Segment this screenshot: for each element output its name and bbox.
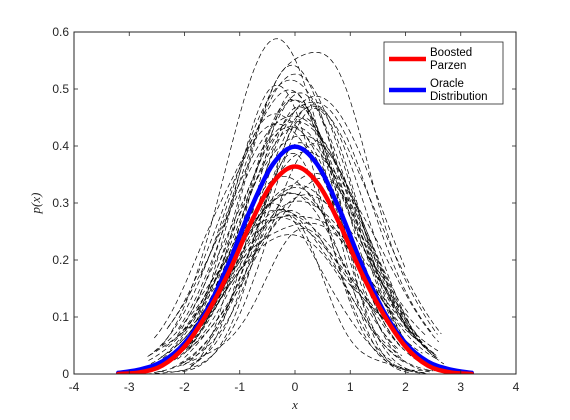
sample-curve [182, 117, 430, 373]
sample-curve [147, 79, 412, 357]
legend-label-oracle-distribution: Distribution [430, 91, 488, 103]
legend-label-boosted-parzen: Parzen [430, 60, 466, 72]
x-tick-label: -3 [124, 380, 135, 394]
x-axis-ticks: -4 -3 -2 -1 0 1 2 3 4 [69, 32, 520, 394]
y-tick-label: 0.4 [52, 139, 69, 153]
y-tick-label: 0.3 [52, 196, 69, 210]
x-tick-label: -4 [69, 380, 80, 394]
sample-curve [178, 73, 417, 341]
main-curves [115, 144, 475, 374]
x-tick-label: 1 [347, 380, 354, 394]
y-tick-label: 0.6 [52, 25, 69, 39]
sample-curve [175, 187, 403, 358]
sample-curve [158, 99, 435, 373]
sample-curve [189, 152, 395, 366]
sample-curve [184, 214, 427, 374]
sample-curve [172, 104, 411, 368]
y-tick-label: 0 [62, 367, 69, 381]
sample-curve [190, 175, 436, 355]
sample-curve [177, 92, 434, 355]
sample-curve [150, 135, 436, 365]
sample-curve [184, 84, 414, 373]
x-tick-label: 3 [457, 380, 464, 394]
y-tick-label: 0.2 [52, 253, 69, 267]
sample-curve [182, 51, 438, 335]
y-axis-ticks: 0 0.1 0.2 0.3 0.4 0.5 0.6 [52, 25, 516, 381]
x-tick-label: 2 [402, 380, 409, 394]
sample-curve [148, 208, 410, 357]
sample-curve [155, 113, 401, 352]
sample-curve [146, 142, 413, 374]
x-tick-label: -1 [234, 380, 245, 394]
sample-curve [180, 192, 400, 351]
x-axis-label: x [291, 397, 298, 412]
y-tick-label: 0.5 [52, 82, 69, 96]
x-tick-label: 4 [513, 380, 520, 394]
sample-curve [148, 126, 437, 361]
sample-curve [190, 91, 412, 374]
sample-curve [184, 151, 439, 343]
y-axis-label: p(x) [28, 193, 43, 215]
sample-curve [187, 210, 434, 372]
legend-label-boosted-parzen: Boosted [430, 47, 472, 59]
sample-curve [161, 38, 397, 351]
x-tick-label: -2 [179, 380, 190, 394]
sample-curve [200, 115, 420, 339]
legend-label-oracle-distribution: Oracle [430, 78, 464, 90]
series-line-boosted-parzen [115, 164, 475, 374]
x-tick-label: 0 [292, 380, 299, 394]
sample-curve [154, 89, 441, 360]
series-line-oracle-distribution [115, 144, 475, 374]
legend-box [383, 41, 504, 105]
y-tick-label: 0.1 [52, 310, 69, 324]
